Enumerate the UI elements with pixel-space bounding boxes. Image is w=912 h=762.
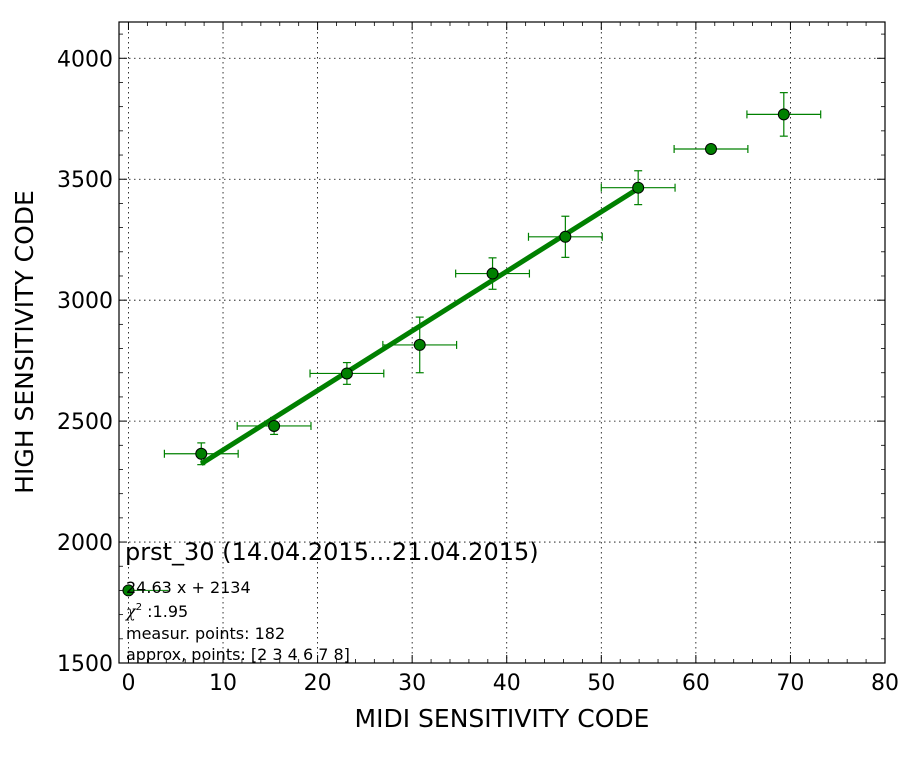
y-tick-label: 4000 (57, 47, 113, 72)
x-tick-label: 20 (304, 671, 332, 696)
y-axis-title: HIGH SENSITIVITY CODE (10, 190, 39, 494)
data-point (195, 447, 208, 460)
annotation-equation: 24.63 x + 2134 (126, 578, 251, 597)
y-tick-label: 3000 (57, 289, 113, 314)
x-axis-title: MIDI SENSITIVITY CODE (355, 704, 650, 733)
tick-labels: 0 10 20 30 40 50 60 70 80 1500 2000 2500 3000 3500 400… (57, 47, 899, 696)
annotation-chi2: χ2 :1.95 (125, 602, 188, 621)
annotation-measur-points: measur. points: 182 (126, 624, 285, 643)
points (122, 108, 790, 597)
x-tick-label: 60 (682, 671, 710, 696)
y-tick-label: 2500 (57, 410, 113, 435)
y-tick-label: 2000 (57, 531, 113, 556)
x-tick-label: 50 (587, 671, 615, 696)
plot-frame (118, 21, 886, 664)
data-point (632, 181, 645, 194)
y-tick-label: 3500 (57, 168, 113, 193)
annotation-approx-points: approx, points: [2 3 4 6 7 8] (126, 645, 350, 664)
x-tick-label: 10 (209, 671, 237, 696)
x-tick-label: 80 (871, 671, 899, 696)
x-tick-label: 0 (121, 671, 135, 696)
chi2-value: :1.95 (142, 602, 188, 621)
chi2-superscript: 2 (136, 602, 142, 613)
data-point (413, 338, 426, 351)
chi2-symbol: χ (125, 602, 137, 621)
data-point (340, 367, 353, 380)
legend-marker (122, 584, 135, 597)
data-point (704, 142, 717, 155)
grid (119, 22, 885, 663)
y-tick-label: 1500 (57, 652, 113, 677)
x-tick-label: 30 (398, 671, 426, 696)
data-point (486, 267, 499, 280)
data-point (559, 230, 572, 243)
x-tick-label: 40 (493, 671, 521, 696)
x-tick-label: 70 (776, 671, 804, 696)
data-point (268, 419, 281, 432)
data-point (777, 108, 790, 121)
annotation-title: prst_30 (14.04.2015...21.04.2015) (125, 538, 539, 566)
